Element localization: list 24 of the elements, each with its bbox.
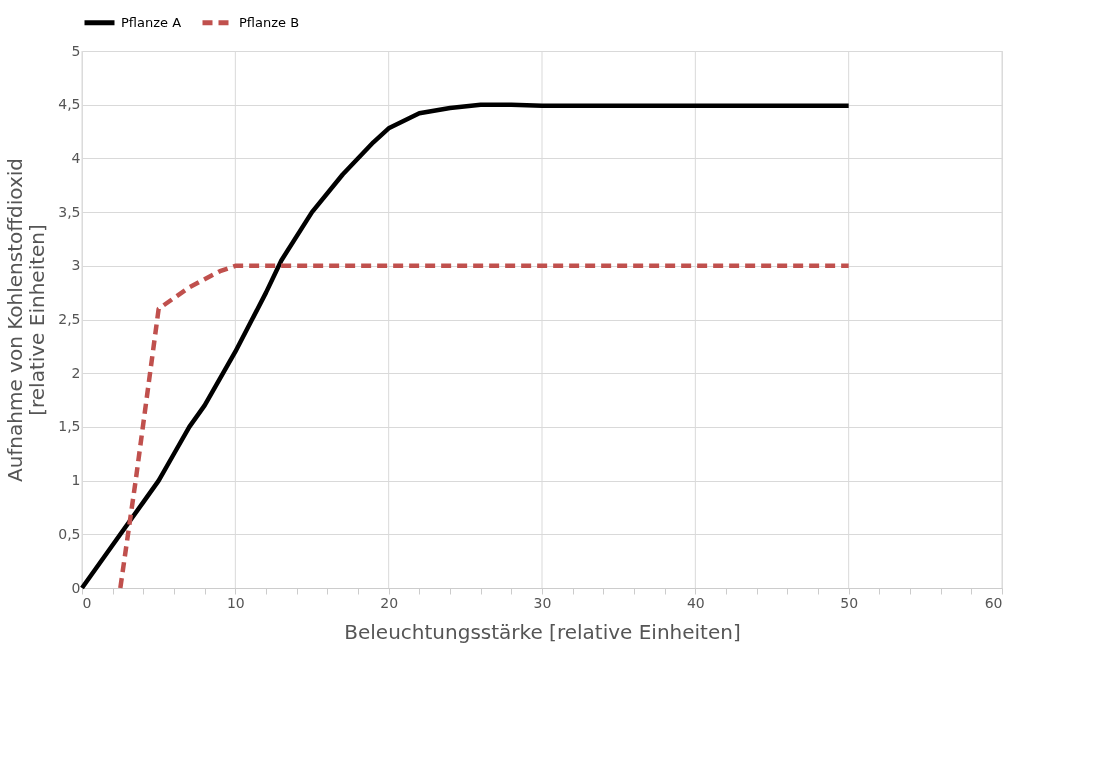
y-tick-label: 0	[71, 579, 81, 596]
x-axis-title: Beleuchtungsstärke [relative Einheiten]	[344, 619, 741, 644]
y-tick-label: 4,5	[58, 96, 81, 113]
y-tick-label: 1,5	[58, 418, 81, 435]
y-axis-title: Aufnahme von Kohlenstoffdioxid [relative Einheiten]	[3, 157, 50, 483]
y-tick-label: 4	[71, 149, 81, 166]
y-tick-label: 3,5	[58, 203, 81, 220]
x-tick-label: 0	[82, 594, 92, 611]
legend-label: Pflanze B	[239, 14, 300, 30]
y-tick-label: 2	[71, 364, 81, 381]
x-tick-label: 20	[380, 594, 399, 611]
line-series	[118, 263, 851, 591]
legend-label: Pflanze A	[121, 14, 182, 30]
y-tick-label: 2,5	[58, 311, 81, 327]
y-tick-label: 1	[71, 472, 81, 489]
y-tick-label: 0,5	[58, 525, 81, 542]
x-tick-label: 40	[686, 594, 705, 611]
y-tick-label: 5	[71, 42, 81, 59]
y-tick-label: 3	[71, 257, 81, 274]
x-tick-label: 10	[226, 594, 245, 611]
x-tick-label: 30	[533, 594, 552, 611]
x-tick-label: 60	[984, 594, 1003, 611]
x-tick-label: 50	[840, 594, 859, 611]
line-series	[79, 102, 851, 591]
